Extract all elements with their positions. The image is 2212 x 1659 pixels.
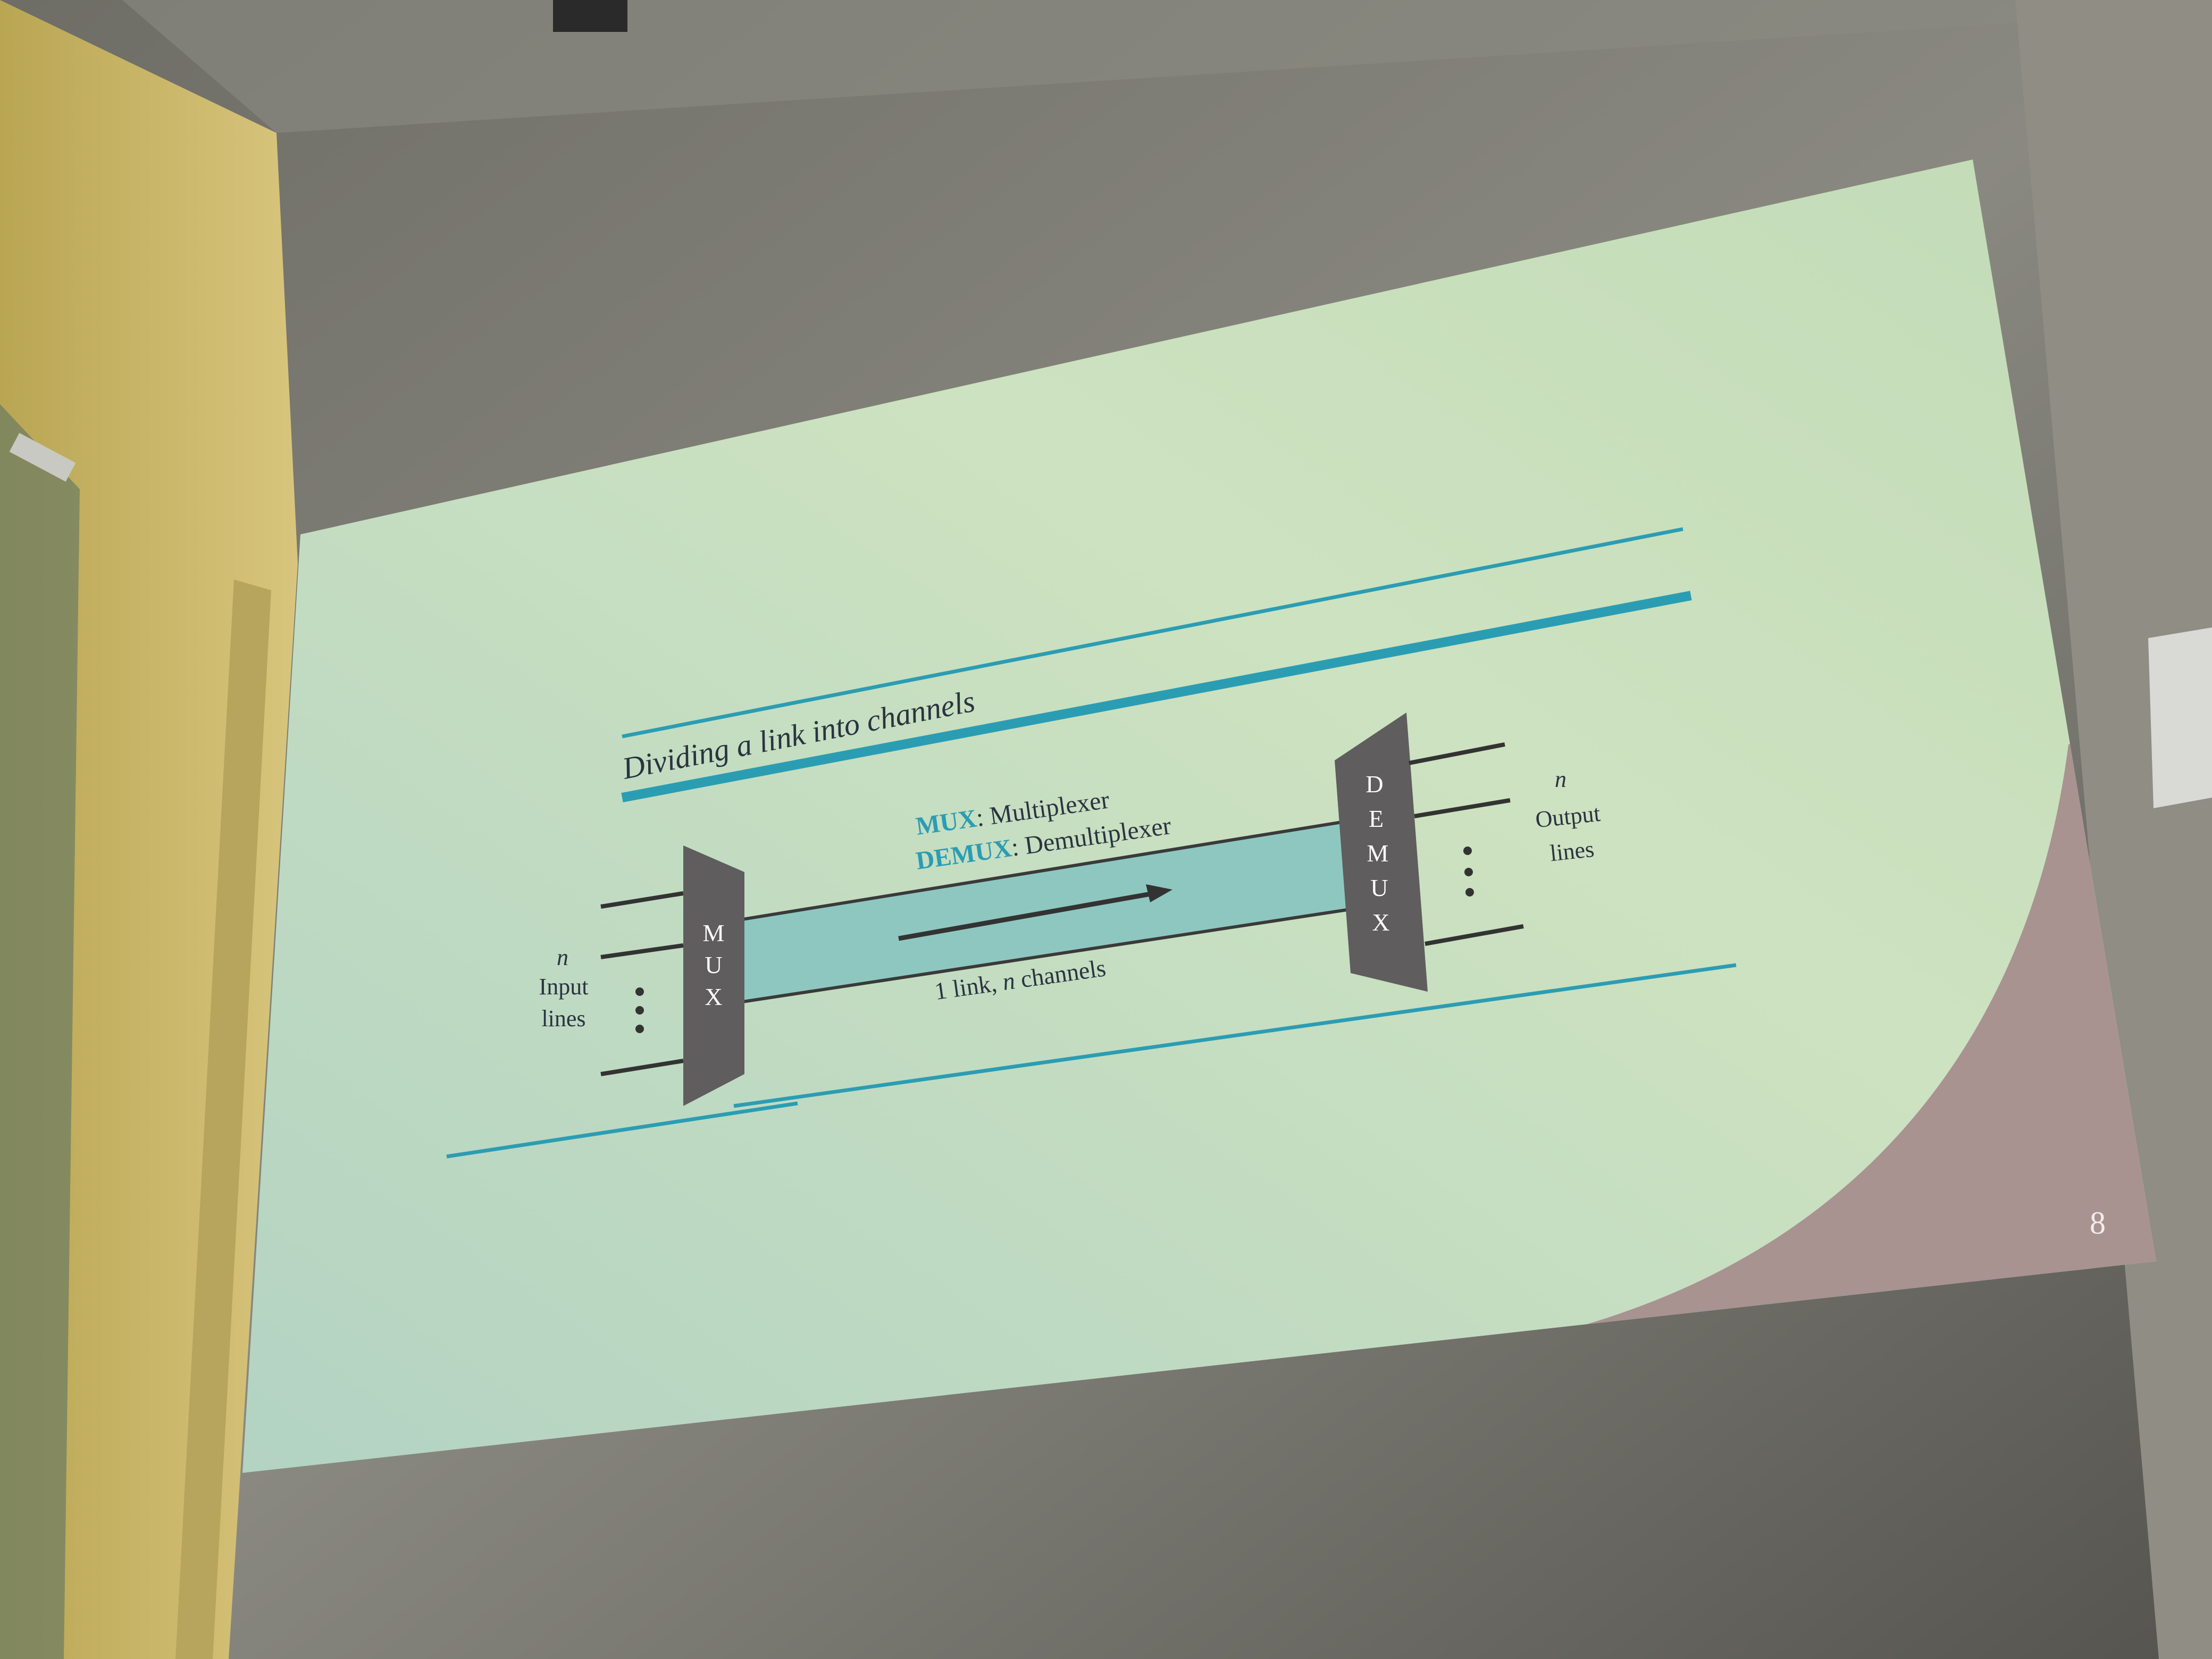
slide-background xyxy=(242,160,2156,1473)
mux-letter-u: U xyxy=(705,951,722,978)
link-bottom-edge xyxy=(739,908,1351,1004)
input-n: n xyxy=(557,944,568,970)
demux-letter-x: X xyxy=(1372,909,1389,936)
top-rule-thick xyxy=(621,591,1692,802)
window-latch xyxy=(9,433,76,482)
demux-letter-m: M xyxy=(1367,840,1389,867)
door-frame xyxy=(175,580,271,1659)
slide-corner-decoration xyxy=(1569,691,2156,1329)
page-number: 8 xyxy=(2090,1205,2106,1241)
mux-letter-x: X xyxy=(705,983,722,1010)
whiteboard-edge xyxy=(2148,627,2212,808)
input-label-line1: Input xyxy=(539,974,589,1000)
output-label-line2: lines xyxy=(1549,836,1596,866)
input-label-line2: lines xyxy=(541,1006,585,1032)
ceiling xyxy=(122,0,2212,133)
output-dots xyxy=(1463,847,1474,896)
bottom-rule-2 xyxy=(446,1101,798,1159)
input-lines xyxy=(600,891,684,1076)
output-n: n xyxy=(1555,766,1566,792)
mux-letter-m: M xyxy=(703,919,725,946)
demux-letter-d: D xyxy=(1365,770,1383,798)
demux-device xyxy=(1335,713,1428,992)
right-wall xyxy=(2015,0,2212,1659)
projector-mount xyxy=(553,0,627,32)
bottom-rule-1 xyxy=(733,963,1737,1108)
demux-letter-e: E xyxy=(1369,805,1384,832)
link-arrow-head xyxy=(1146,884,1172,902)
input-dots xyxy=(635,987,644,1033)
link-arrow-shaft xyxy=(898,891,1154,941)
window-panel xyxy=(0,404,80,1659)
top-rule-thin xyxy=(622,527,1683,739)
output-lines xyxy=(1409,742,1524,946)
demux-letter-u: U xyxy=(1370,874,1388,901)
mux-device xyxy=(683,845,744,1106)
link-top-edge xyxy=(739,820,1346,921)
projected-slide: Dividing a link into channels M U X D E … xyxy=(242,160,2156,1473)
